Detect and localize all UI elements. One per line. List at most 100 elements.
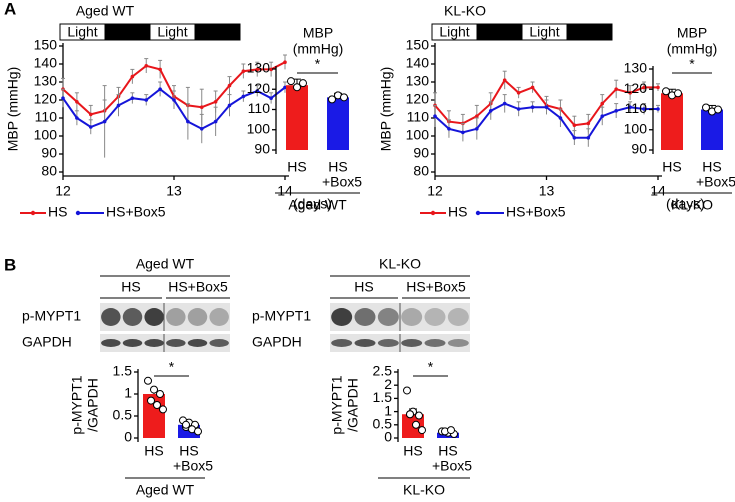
blot-title: KL-KO	[379, 256, 421, 272]
x-axis-label: (days)	[666, 196, 705, 212]
chart-title: Aged WT	[76, 3, 135, 19]
y-tick-label: 90	[254, 141, 270, 157]
data-point	[475, 127, 479, 131]
y-tick-label: 130	[406, 73, 430, 89]
x-tick-label: +Box5	[432, 458, 472, 474]
blot-band	[144, 308, 164, 326]
data-point	[293, 83, 301, 92]
blot-band	[144, 339, 164, 347]
y-axis-label: /GAPDH	[85, 378, 101, 432]
light-dark-label: Dark	[113, 24, 144, 40]
data-point	[199, 105, 204, 109]
y-tick-label: 100	[624, 120, 648, 136]
data-point	[642, 85, 646, 90]
y-axis-label: MBP (mmHg)	[378, 67, 394, 152]
blot-band	[447, 339, 469, 347]
data-point	[283, 60, 287, 64]
blot-band	[354, 339, 376, 347]
data-point	[403, 386, 411, 395]
data-point	[530, 85, 535, 90]
data-point	[586, 121, 591, 126]
light-dark-label: Light	[157, 24, 187, 40]
x-tick-label: HS	[438, 443, 457, 459]
y-tick-label: 0	[384, 429, 392, 445]
x-tick-label: +Box5	[322, 174, 362, 190]
y-tick-label: 110	[625, 100, 648, 116]
data-point	[153, 401, 161, 409]
legend-label: HS	[48, 204, 67, 220]
data-point	[415, 411, 423, 420]
blot-row-label: GAPDH	[22, 334, 72, 350]
data-point	[530, 105, 535, 109]
x-tick-label: HS	[662, 159, 681, 175]
data-point	[488, 109, 493, 113]
y-tick-label: 100	[34, 127, 58, 143]
blot-background	[100, 303, 230, 331]
chart-title: (mmHg)	[293, 41, 344, 57]
light-dark-label: Dark	[485, 24, 516, 40]
x-tick-label: 13	[166, 183, 182, 199]
data-point	[628, 105, 632, 109]
x-tick-label: 14	[277, 183, 293, 199]
data-point	[194, 427, 202, 436]
y-axis-label: MBP (mmHg)	[5, 67, 21, 152]
blot-band	[331, 339, 353, 347]
blot-band	[401, 308, 423, 326]
blot-band	[166, 339, 186, 347]
data-point	[662, 87, 670, 96]
data-point	[88, 112, 93, 117]
blot-title: Aged WT	[136, 256, 195, 272]
y-tick-label: 2.5	[373, 363, 393, 379]
bar	[286, 85, 308, 150]
blot-band	[377, 308, 399, 326]
blot-background	[100, 334, 230, 352]
y-tick-label: 1	[384, 402, 392, 418]
data-point	[447, 426, 455, 435]
x-tick-label: HS	[328, 159, 347, 175]
data-point	[299, 79, 307, 88]
x-tick-label: +Box5	[696, 174, 735, 190]
y-tick-label: 150	[406, 37, 430, 53]
significance: *	[428, 359, 434, 375]
x-tick-label: 14	[650, 183, 666, 199]
data-point	[61, 96, 65, 100]
data-point	[182, 420, 190, 429]
legend-marker	[75, 210, 81, 216]
blot-band	[187, 308, 208, 326]
blot-row-label: p-MYPT1	[252, 308, 311, 324]
data-point	[516, 91, 521, 95]
data-point	[600, 114, 605, 118]
y-tick-label: 100	[406, 127, 430, 143]
data-point	[102, 119, 107, 124]
blot-band	[331, 308, 353, 326]
x-tick-label: 12	[427, 183, 443, 199]
data-point	[406, 410, 414, 419]
data-point	[116, 103, 121, 108]
data-point	[433, 114, 437, 118]
y-tick-label: 90	[413, 145, 429, 161]
y-tick-label: 1	[124, 385, 132, 401]
light-dark-label: Light	[529, 24, 559, 40]
chart-title: KL-KO	[444, 3, 486, 19]
blot-band	[101, 339, 121, 347]
y-tick-label: 140	[406, 55, 430, 71]
x-tick-label: +Box5	[173, 458, 213, 474]
blot-band	[166, 308, 186, 326]
x-axis-label: KL-KO	[671, 197, 713, 213]
y-tick-label: 110	[407, 109, 430, 125]
lane-group-label: HS+Box5	[406, 279, 466, 295]
data-point	[642, 107, 646, 111]
y-axis-label: p-MYPT1	[69, 375, 85, 434]
chart-title: (mmHg)	[667, 41, 718, 57]
x-axis-label: KL-KO	[403, 482, 445, 498]
data-point	[502, 78, 507, 82]
y-axis-label: p-MYPT1	[329, 375, 345, 434]
y-tick-label: 0	[124, 429, 132, 445]
blot-band	[122, 308, 143, 326]
lane-group-label: HS	[121, 279, 140, 295]
y-tick-label: 130	[34, 73, 58, 89]
blot-band	[377, 339, 399, 347]
y-tick-label: 90	[41, 145, 57, 161]
data-point	[702, 103, 710, 112]
y-tick-label: 120	[247, 80, 271, 96]
